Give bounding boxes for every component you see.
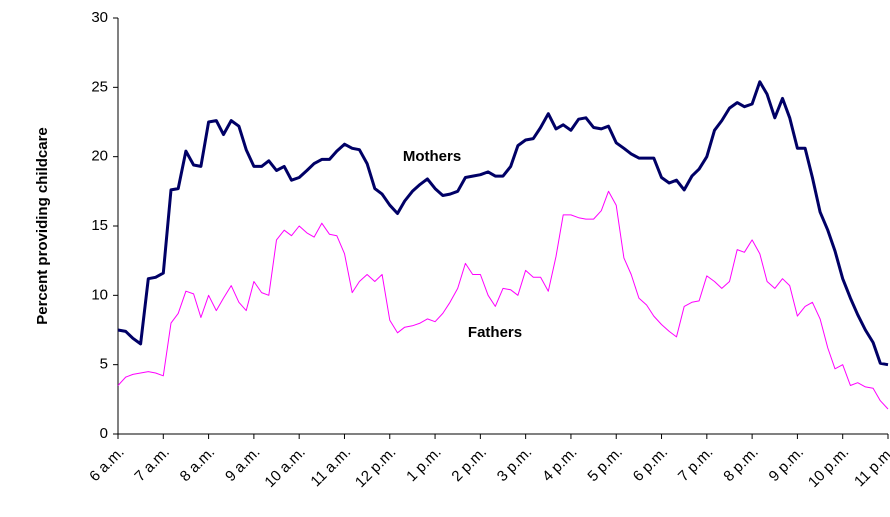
x-tick-label: 6 p.m. [630,444,671,485]
x-tick-label: 3 p.m. [494,444,535,485]
x-tick-label: 5 p.m. [584,444,625,485]
y-tick-label: 5 [100,356,108,373]
y-tick-label: 30 [91,9,108,26]
x-tick-label: 11 a.m. [307,444,354,491]
x-tick-label: 2 p.m. [448,444,489,485]
series-label: Mothers [403,148,461,165]
x-tick-label: 12 p.m. [352,444,399,491]
x-tick-label: 1 p.m. [403,444,444,485]
x-tick-label: 9 p.m. [766,444,807,485]
y-tick-label: 15 [91,217,108,234]
x-tick-label: 7 a.m. [131,444,172,485]
y-tick-label: 25 [91,78,108,95]
x-tick-label: 7 p.m. [675,444,716,485]
y-axis-label: Percent providing childcare [34,127,51,325]
y-tick-label: 0 [100,425,108,442]
x-tick-label: 9 a.m. [222,444,263,485]
x-tick-label: 6 a.m. [86,444,127,485]
x-tick-label: 10 a.m. [261,444,308,491]
series-line [117,190,889,410]
series-line [117,80,889,367]
x-tick-label: 8 p.m. [720,444,761,485]
x-tick-label: 8 a.m. [177,444,218,485]
y-tick-label: 20 [91,148,108,165]
x-tick-label: 10 p.m. [805,444,852,491]
series-label: Fathers [468,324,522,341]
x-tick-label: 11 p.m. [851,444,890,491]
x-tick-label: 4 p.m. [539,444,580,485]
y-tick-label: 10 [91,286,108,303]
